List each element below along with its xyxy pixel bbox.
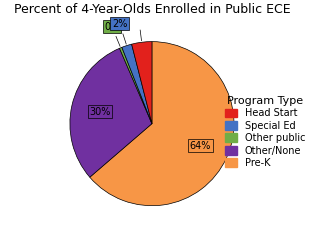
Text: 4%: 4% xyxy=(0,228,1,229)
Wedge shape xyxy=(122,44,152,124)
Text: 30%: 30% xyxy=(89,107,111,117)
Text: 0%: 0% xyxy=(104,22,120,32)
Wedge shape xyxy=(90,42,234,206)
Text: 2%: 2% xyxy=(112,19,127,29)
Title: Percent of 4-Year-Olds Enrolled in Public ECE: Percent of 4-Year-Olds Enrolled in Publi… xyxy=(14,3,290,16)
Wedge shape xyxy=(132,42,152,124)
Text: 64%: 64% xyxy=(190,141,211,151)
Legend: Head Start, Special Ed, Other public, Other/None, Pre-K: Head Start, Special Ed, Other public, Ot… xyxy=(222,93,308,171)
Wedge shape xyxy=(70,48,152,177)
Wedge shape xyxy=(120,47,152,124)
